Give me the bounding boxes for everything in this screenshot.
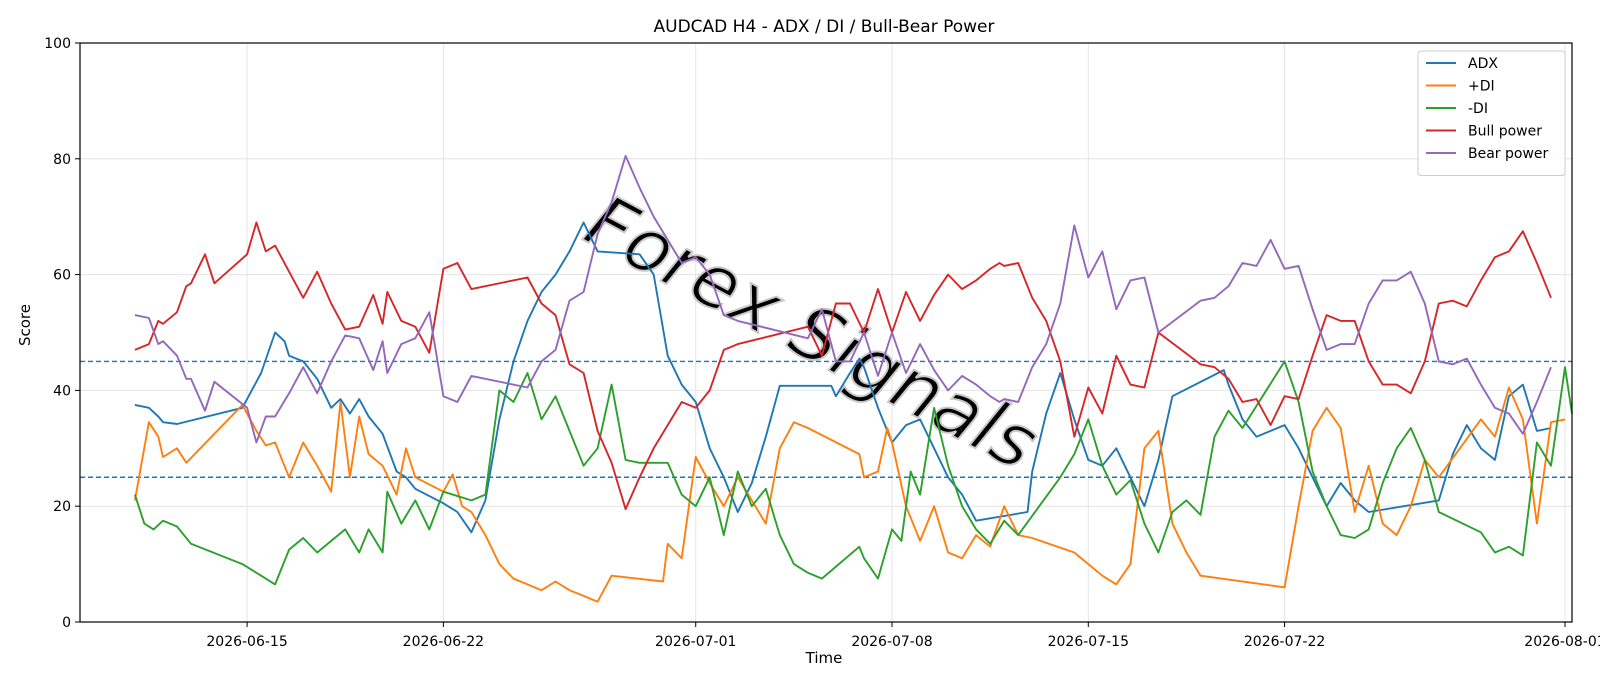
series-line--di — [133, 360, 1573, 586]
x-tick-label: 2026-06-22 — [403, 634, 484, 650]
series-line--di — [133, 386, 1566, 603]
reference-lines — [80, 360, 1572, 478]
x-axis-ticks: 2026-06-15 2026-06-22 2026-07-01 2026-07-08… — [206, 622, 1600, 650]
x-tick-label: 2026-07-22 — [1244, 634, 1325, 650]
legend-label: ADX — [1468, 56, 1498, 72]
legend-label: Bear power — [1468, 146, 1549, 162]
y-axis-ticks: 0 20 40 60 80 100 — [44, 36, 80, 631]
legend: ADX +DI -DI Bull power Bear power — [1417, 50, 1566, 176]
legend-label: Bull power — [1468, 124, 1542, 140]
series-line-adx — [134, 221, 1552, 534]
x-tick-label: 2026-07-08 — [851, 634, 932, 650]
x-tick-label: 2026-07-15 — [1048, 634, 1129, 650]
y-axis-label: Score — [16, 304, 34, 346]
y-tick-label: 100 — [44, 36, 71, 52]
x-tick-label: 2026-06-15 — [206, 634, 287, 650]
y-tick-label: 0 — [62, 615, 71, 631]
y-tick-label: 80 — [53, 152, 71, 168]
y-tick-label: 40 — [53, 383, 71, 399]
y-tick-label: 20 — [53, 499, 71, 515]
series-line-bear-power — [134, 154, 1552, 444]
x-tick-label: 2026-08-01 — [1524, 634, 1600, 650]
legend-label: -DI — [1468, 101, 1488, 117]
legend-box — [1417, 50, 1566, 176]
legend-label: +DI — [1468, 79, 1495, 95]
series-lines — [133, 154, 1573, 603]
x-tick-label: 2026-07-01 — [655, 634, 736, 650]
x-axis-label: Time — [805, 649, 843, 667]
plot-frame — [79, 42, 1573, 623]
y-tick-label: 60 — [53, 268, 71, 284]
chart-title: AUDCAD H4 - ADX / DI / Bull-Bear Power — [654, 17, 995, 37]
